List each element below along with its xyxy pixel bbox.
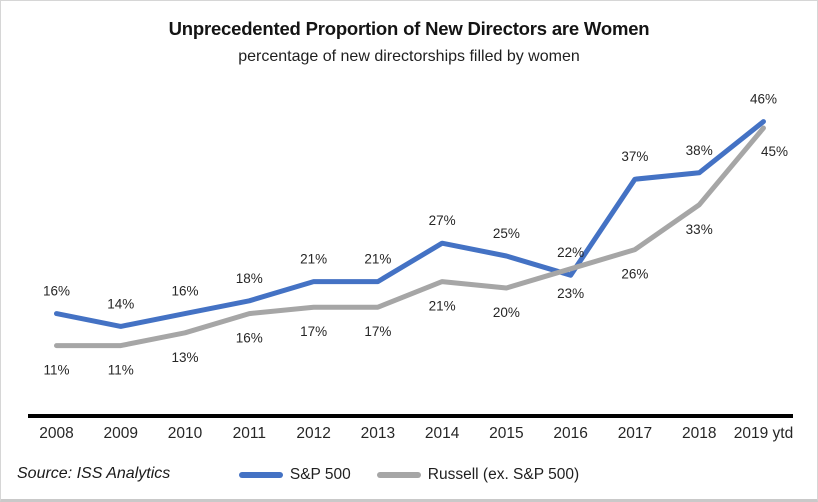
chart-footer: Source: ISS Analytics S&P 500 Russell (e… bbox=[1, 459, 817, 489]
chart-subtitle: percentage of new directorships filled b… bbox=[238, 48, 580, 65]
data-label-1-8: 23% bbox=[557, 286, 584, 301]
x-tick-label-8: 2016 bbox=[553, 425, 587, 442]
source-note: Source: ISS Analytics bbox=[17, 465, 171, 482]
data-label-0-0: 16% bbox=[43, 284, 70, 299]
x-tick-label-1: 2009 bbox=[104, 425, 138, 442]
data-label-1-9: 26% bbox=[621, 267, 648, 282]
data-label-1-2: 13% bbox=[172, 350, 199, 365]
legend-label-sp500: S&P 500 bbox=[289, 466, 351, 483]
data-label-0-4: 21% bbox=[300, 252, 327, 267]
x-tick-label-11: 2019 ytd bbox=[734, 425, 793, 442]
data-label-0-11: 46% bbox=[750, 92, 777, 107]
x-tick-label-9: 2017 bbox=[618, 425, 652, 442]
series-line-0 bbox=[54, 119, 766, 329]
data-label-0-5: 21% bbox=[364, 252, 391, 267]
x-tick-label-4: 2012 bbox=[296, 425, 330, 442]
legend-item-russell: Russell (ex. S&P 500) bbox=[376, 466, 580, 484]
data-label-1-6: 21% bbox=[429, 299, 456, 314]
data-label-0-2: 16% bbox=[172, 284, 199, 299]
data-label-0-8: 22% bbox=[557, 245, 584, 260]
x-tick-label-5: 2013 bbox=[361, 425, 395, 442]
x-tick-label-3: 2011 bbox=[233, 425, 266, 442]
data-label-1-11: 45% bbox=[761, 144, 788, 159]
x-tick-label-0: 2008 bbox=[39, 425, 73, 442]
data-label-1-0: 11% bbox=[43, 363, 69, 378]
sp500-line-swatch-icon bbox=[238, 472, 283, 478]
data-label-1-10: 33% bbox=[686, 222, 713, 237]
data-label-1-5: 17% bbox=[364, 324, 391, 339]
x-tick-label-2: 2010 bbox=[168, 425, 203, 442]
data-label-0-10: 38% bbox=[686, 143, 713, 158]
chart-title: Unprecedented Proportion of New Director… bbox=[168, 18, 650, 39]
data-label-0-3: 18% bbox=[236, 271, 263, 286]
data-label-1-4: 17% bbox=[300, 324, 327, 339]
x-tick-label-6: 2014 bbox=[425, 425, 460, 442]
data-label-0-9: 37% bbox=[621, 149, 648, 164]
legend-label-russell: Russell (ex. S&P 500) bbox=[427, 466, 580, 483]
data-label-1-7: 20% bbox=[493, 305, 520, 320]
russell-line-swatch-icon bbox=[376, 472, 421, 478]
data-label-1-3: 16% bbox=[236, 331, 263, 346]
data-label-0-7: 25% bbox=[493, 226, 520, 241]
data-label-1-1: 11% bbox=[108, 363, 134, 378]
data-label-0-6: 27% bbox=[429, 213, 456, 228]
x-tick-label-10: 2018 bbox=[682, 425, 716, 442]
series-line-1 bbox=[54, 125, 766, 349]
x-tick-label-7: 2015 bbox=[489, 425, 523, 442]
chart-legend: S&P 500 Russell (ex. S&P 500) bbox=[1, 466, 817, 484]
data-label-0-1: 14% bbox=[107, 296, 134, 311]
legend-item-sp500: S&P 500 bbox=[238, 466, 351, 484]
